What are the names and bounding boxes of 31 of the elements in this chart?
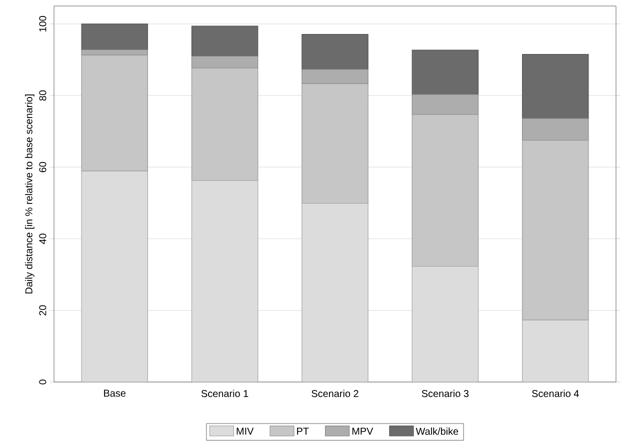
bar: [302, 34, 368, 70]
x-tick-label: Scenario 2: [312, 390, 358, 398]
y-axis-title: Daily distance [in % relative to base scenario]: [25, 94, 34, 294]
bar: [522, 140, 589, 320]
y-tick-label: 80: [39, 90, 46, 101]
bar: [81, 54, 148, 172]
bar: [302, 69, 368, 84]
legend-label: MIV: [236, 428, 254, 435]
legend-label: MPV: [352, 428, 374, 435]
bar: [522, 54, 589, 119]
bar: [412, 50, 479, 95]
bar: [412, 94, 479, 115]
x-tick-label: Scenario 1: [201, 390, 248, 398]
bar: [191, 26, 258, 56]
y-tick-label: 20: [39, 305, 46, 316]
bar: [522, 320, 589, 382]
bar: [191, 68, 258, 181]
bar: [412, 114, 479, 267]
y-tick-label: 40: [39, 234, 46, 244]
bar: [81, 24, 148, 50]
bar: [191, 56, 258, 68]
y-tick-label: 100: [39, 16, 46, 32]
legend-label: PT: [297, 428, 309, 435]
x-tick-label: Scenario 4: [532, 390, 579, 398]
bar: [302, 83, 368, 204]
legend-label: Walk/bike: [416, 428, 458, 435]
y-tick-label: 0: [39, 380, 46, 384]
y-tick-label: 60: [39, 162, 46, 172]
x-tick-label: Scenario 3: [422, 390, 469, 398]
x-tick-label: Base: [104, 390, 126, 397]
bar: [522, 118, 589, 141]
